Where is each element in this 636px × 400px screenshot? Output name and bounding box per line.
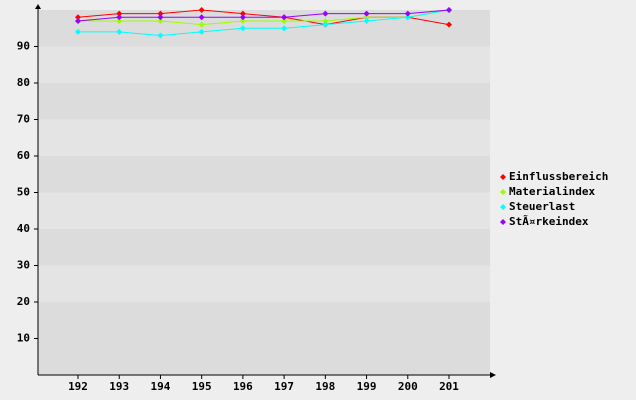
data-point <box>363 10 370 17</box>
y-tick-label: 80 <box>17 76 30 89</box>
y-tick-label: 10 <box>17 332 30 345</box>
legend-marker <box>500 219 506 225</box>
data-point <box>239 10 246 17</box>
y-axis-arrow <box>35 4 41 9</box>
legend-label: StÃ¤rkeindex <box>509 215 589 228</box>
legend-marker <box>500 189 506 195</box>
data-point <box>75 28 81 35</box>
data-point <box>116 14 123 21</box>
data-point <box>404 10 411 17</box>
data-point <box>363 17 370 24</box>
data-point <box>116 17 123 24</box>
y-tick-label: 40 <box>17 222 30 235</box>
data-point <box>157 32 164 39</box>
legend-label: Steuerlast <box>509 200 575 213</box>
x-tick-label: 196 <box>233 380 253 393</box>
grid-band <box>38 156 490 193</box>
series-line <box>77 9 450 22</box>
legend-label: Einflussbereich <box>509 170 608 183</box>
x-tick-label: 192 <box>68 380 88 393</box>
x-tick-label: 198 <box>315 380 335 393</box>
y-tick-label: 50 <box>17 186 30 199</box>
data-point <box>446 21 452 28</box>
data-point <box>198 28 205 35</box>
data-point <box>239 17 246 24</box>
data-point <box>75 14 81 21</box>
series-line <box>78 9 450 37</box>
data-point <box>198 7 205 13</box>
data-point <box>446 7 452 13</box>
data-point <box>322 21 329 28</box>
x-tick-label: 199 <box>357 380 377 393</box>
grid-band <box>38 229 490 266</box>
legend-label: Materialindex <box>509 185 595 198</box>
grid-band <box>38 302 490 339</box>
x-tick-label: 194 <box>151 380 171 393</box>
x-tick-label: 200 <box>398 380 418 393</box>
series-line <box>78 9 450 26</box>
data-point <box>363 14 370 21</box>
data-point <box>322 17 329 24</box>
data-point <box>157 17 164 24</box>
data-point <box>116 10 123 17</box>
data-point <box>198 21 205 28</box>
data-point <box>157 14 164 21</box>
x-axis-arrow <box>490 372 496 378</box>
data-point <box>75 17 81 24</box>
data-point <box>281 17 288 24</box>
data-point <box>281 14 288 21</box>
y-tick-label: 30 <box>17 259 30 272</box>
y-tick-label: 20 <box>17 295 30 308</box>
x-tick-label: 193 <box>109 380 129 393</box>
grid-band <box>38 338 490 375</box>
legend-marker <box>500 204 506 210</box>
data-point <box>404 14 411 21</box>
x-tick-label: 195 <box>192 380 212 393</box>
data-point <box>157 10 164 17</box>
x-tick-label: 197 <box>274 380 294 393</box>
grid-band <box>38 83 490 120</box>
data-point <box>322 10 329 17</box>
y-tick-label: 70 <box>17 113 30 126</box>
y-tick-label: 90 <box>17 40 30 53</box>
data-point <box>116 28 123 35</box>
data-point <box>239 14 246 21</box>
data-point <box>198 14 205 21</box>
y-tick-label: 60 <box>17 149 30 162</box>
legend-marker <box>500 174 506 180</box>
data-point <box>281 25 288 32</box>
x-tick-label: 201 <box>439 380 459 393</box>
data-point <box>239 25 246 32</box>
